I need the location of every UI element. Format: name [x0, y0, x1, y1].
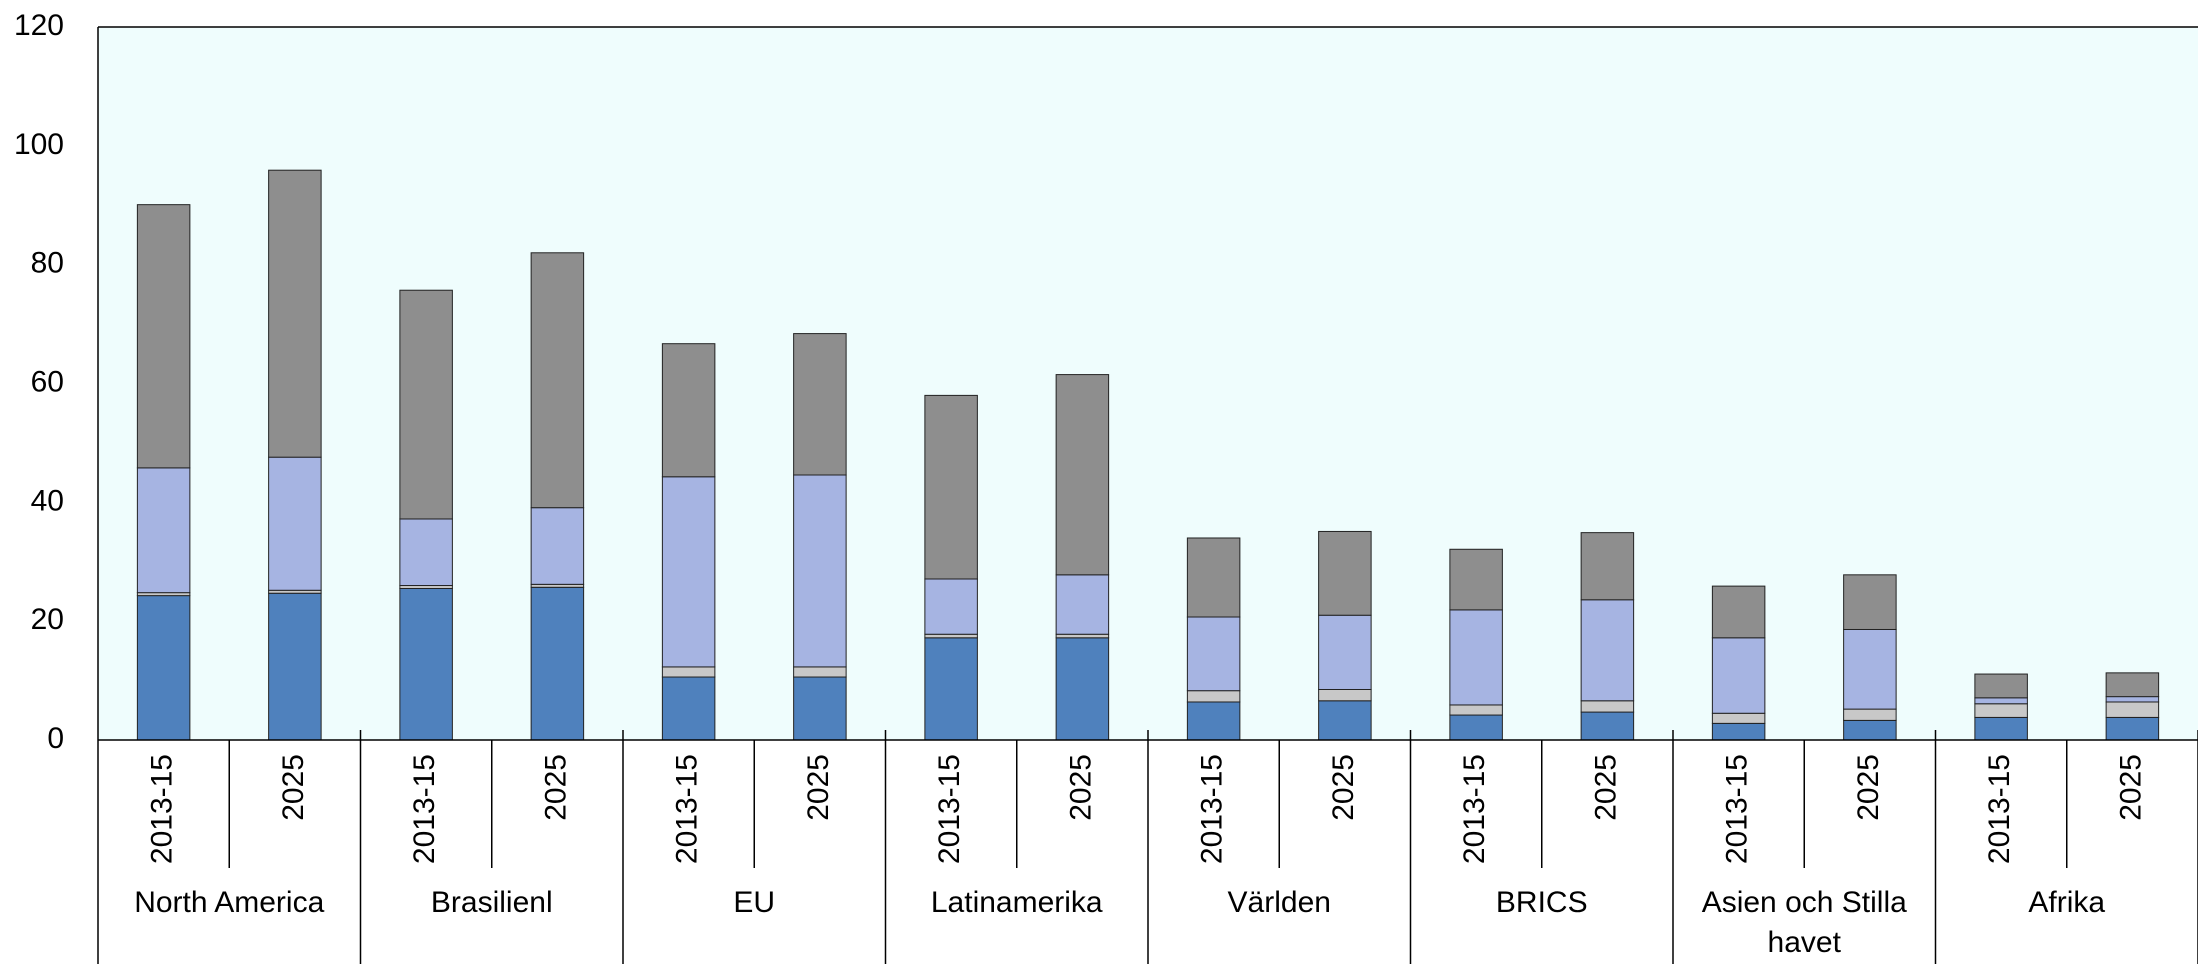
bar-segment	[661, 676, 716, 741]
group-label: BRICS	[1495, 886, 1588, 919]
x-tick-label: 2013-15	[1458, 754, 1491, 864]
bar-segment	[1711, 712, 1766, 724]
bar-segment	[1974, 673, 2028, 699]
x-tick-label: 2025	[1589, 754, 1622, 821]
bar-segment	[1055, 637, 1110, 741]
bar-segment	[1580, 532, 1635, 601]
bar-segment	[1580, 700, 1635, 713]
group-label: Asien och Stilla havet	[1701, 886, 1907, 959]
bar-segment	[1711, 637, 1766, 714]
bar-segment	[268, 456, 322, 591]
bar-segment	[661, 476, 716, 668]
bar-segment	[661, 666, 716, 678]
y-tick-label: 60	[31, 365, 64, 398]
group-label: Världen	[1227, 886, 1331, 919]
bar-segment	[924, 637, 978, 741]
group-label: EU	[733, 886, 776, 919]
y-tick-label: 80	[31, 247, 64, 280]
bar-segment	[1843, 574, 1897, 630]
y-tick-label: 20	[31, 603, 64, 636]
bar-segment	[530, 252, 585, 509]
bar-segment	[793, 333, 847, 476]
bar-segment	[1974, 703, 2028, 718]
bar-segment	[924, 633, 978, 639]
y-tick-label: 120	[14, 9, 64, 42]
x-tick-label: 2025	[1064, 754, 1097, 821]
group-label: Afrika	[2028, 886, 2106, 919]
bar-segment	[1186, 701, 1241, 741]
x-tick-label: 2025	[539, 754, 572, 821]
bar-segment	[1843, 708, 1897, 721]
x-tick-label: 2013-15	[933, 754, 966, 864]
bar-segment	[268, 169, 322, 458]
bar-segment	[399, 289, 453, 520]
bar-segment	[268, 592, 322, 741]
bar-segment	[2105, 672, 2160, 698]
y-tick-label: 0	[47, 722, 64, 755]
x-tick-label: 2013-15	[671, 754, 704, 864]
x-tick-label: 2013-15	[1196, 754, 1229, 864]
bar-segment	[530, 507, 585, 585]
bar-segment	[1580, 599, 1635, 702]
x-tick-label: 2025	[802, 754, 835, 821]
bar-segment	[661, 343, 716, 478]
bar-segment	[1449, 704, 1503, 716]
group-label: Latinamerika	[930, 886, 1103, 919]
bar-segment	[1974, 716, 2028, 741]
bar-segment	[924, 578, 978, 635]
bar-segment	[399, 518, 453, 587]
y-tick-label: 100	[14, 128, 64, 161]
x-tick-label: 2013-15	[1983, 754, 2016, 864]
bar-segment	[1055, 633, 1110, 639]
bar-segment	[530, 586, 585, 741]
bar-segment	[1974, 697, 2028, 705]
bar-segment	[793, 676, 847, 741]
bar-segment	[2105, 701, 2160, 718]
bar-segment	[1186, 690, 1241, 703]
group-label: Brasilienl	[430, 886, 553, 919]
bar-segment	[793, 666, 847, 678]
x-tick-label: 2025	[2114, 754, 2147, 821]
x-tick-label: 2025	[277, 754, 310, 821]
group-label: North America	[134, 886, 325, 919]
bar-segment	[1711, 722, 1766, 741]
bar-segment	[399, 587, 453, 741]
bar-segment	[136, 595, 191, 741]
bar-segment	[1449, 548, 1503, 611]
bar-segment	[1711, 585, 1766, 639]
bar-segment	[2105, 696, 2160, 703]
x-tick-label: 2013-15	[1721, 754, 1754, 864]
bar-segment	[1843, 719, 1897, 741]
bar-segment	[1186, 537, 1241, 618]
bar-segment	[1449, 609, 1503, 706]
bar-segment	[924, 394, 978, 580]
bar-segment	[2105, 716, 2160, 741]
bar-segment	[1318, 700, 1372, 741]
x-tick-label: 2025	[1852, 754, 1885, 821]
bar-segment	[1055, 374, 1110, 576]
bar-segment	[1318, 530, 1372, 616]
bar-segment	[793, 474, 847, 668]
bar-segment	[1843, 628, 1897, 710]
x-tick-label: 2013-15	[146, 754, 179, 864]
y-tick-label: 40	[31, 484, 64, 517]
bar-segment	[1186, 616, 1241, 692]
bar-segment	[1449, 714, 1503, 741]
bar-segment	[136, 467, 191, 594]
bar-segment	[1055, 574, 1110, 635]
bar-segment	[136, 204, 191, 469]
bar-segment	[1318, 688, 1372, 702]
x-tick-label: 2025	[1327, 754, 1360, 821]
x-tick-label: 2013-15	[408, 754, 441, 864]
bar-segment	[1580, 711, 1635, 741]
bar-segment	[1318, 614, 1372, 690]
